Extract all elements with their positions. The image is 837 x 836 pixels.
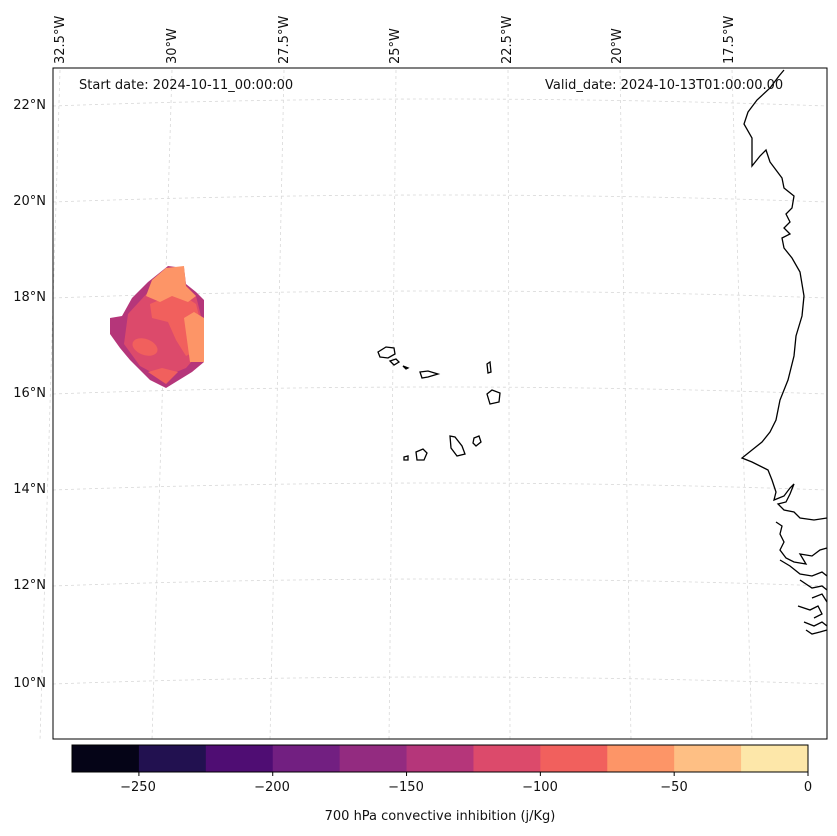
colorbar-segment — [138, 745, 207, 772]
island-santa-luzia — [402, 365, 410, 370]
graticule — [39, 69, 828, 741]
colorbar-segment — [674, 745, 742, 772]
meridian-20 — [619, 69, 632, 741]
lon-label-22-5w: 22.5°W — [500, 15, 515, 64]
lon-label-30w: 30°W — [165, 28, 180, 64]
lon-label-17-5w: 17.5°W — [722, 15, 737, 64]
colorbar-tick-label-minus-250: −250 — [120, 780, 156, 795]
colorbar-segment — [473, 745, 541, 772]
colorbar-segment — [406, 745, 474, 772]
colorbar — [71, 744, 809, 776]
lon-label-20w: 20°W — [610, 28, 625, 64]
colorbar-tick-label-minus-50: −50 — [660, 780, 688, 795]
cin-contour-east — [184, 312, 204, 362]
cin-contour-peak — [146, 266, 196, 302]
lat-label-14n: 14°N — [13, 482, 46, 497]
cin-contour-south — [148, 368, 178, 384]
island-fogo — [415, 448, 428, 461]
meridian-22-5 — [507, 69, 511, 741]
colorbar-segment — [607, 745, 675, 772]
colorbar-segment — [741, 745, 809, 772]
colorbar-tick-marks — [138, 772, 809, 776]
map-frame — [52, 67, 828, 740]
lat-label-10n: 10°N — [13, 676, 46, 691]
lon-label-25w: 25°W — [388, 28, 403, 64]
colorbar-segment — [72, 745, 140, 772]
parallel-22 — [52, 98, 828, 107]
colorbar-tick-label-0: 0 — [803, 780, 813, 795]
colorbar-segments — [72, 745, 809, 772]
colorbar-segment — [339, 745, 408, 772]
colorbar-tick-label-minus-100: −100 — [522, 780, 558, 795]
meridian-30 — [151, 69, 173, 741]
parallel-12 — [52, 578, 828, 587]
colorbar-segment — [205, 745, 274, 772]
island-santo-antao — [377, 346, 396, 359]
valid-date-annotation: Valid_date: 2024-10-13T01:00:00.00 — [545, 78, 784, 93]
lat-label-16n: 16°N — [13, 386, 46, 401]
lat-label-12n: 12°N — [13, 578, 46, 593]
meridian-27-5 — [269, 69, 285, 741]
lon-label-27-5w: 27.5°W — [277, 15, 292, 64]
west-africa-coastline — [740, 69, 828, 521]
island-brava — [403, 455, 409, 461]
island-santiago — [449, 435, 466, 457]
island-sal — [486, 360, 492, 374]
lat-label-22n: 22°N — [13, 98, 46, 113]
parallel-10 — [52, 676, 828, 685]
island-sao-nicolau — [419, 370, 441, 379]
meridian-17-5 — [731, 69, 753, 741]
colorbar-segment — [540, 745, 608, 772]
meridian-32-5 — [39, 69, 61, 741]
parallel-20 — [52, 194, 828, 203]
lat-label-18n: 18°N — [13, 290, 46, 305]
colorbar-tick-label-minus-200: −200 — [254, 780, 290, 795]
parallel-14 — [52, 482, 828, 491]
colorbar-frame — [71, 744, 809, 773]
island-boa-vista — [486, 389, 501, 405]
lon-label-32-5w: 32.5°W — [53, 15, 68, 64]
colorbar-label: 700 hPa convective inhibition (j/Kg) — [324, 809, 556, 824]
lat-label-20n: 20°N — [13, 194, 46, 209]
island-maio — [472, 435, 482, 447]
meridian-25 — [388, 69, 397, 741]
parallel-16 — [52, 386, 828, 395]
colorbar-tick-label-minus-150: −150 — [388, 780, 424, 795]
convective-inhibition-field — [110, 266, 204, 388]
gambia-guinea-coast — [775, 521, 828, 635]
colorbar-segment — [272, 745, 341, 772]
island-sao-vicente — [388, 358, 401, 366]
cin-contour-pocket — [132, 338, 158, 356]
cape-verde-islands — [377, 346, 501, 461]
start-date-annotation: Start date: 2024-10-11_00:00:00 — [79, 78, 294, 93]
